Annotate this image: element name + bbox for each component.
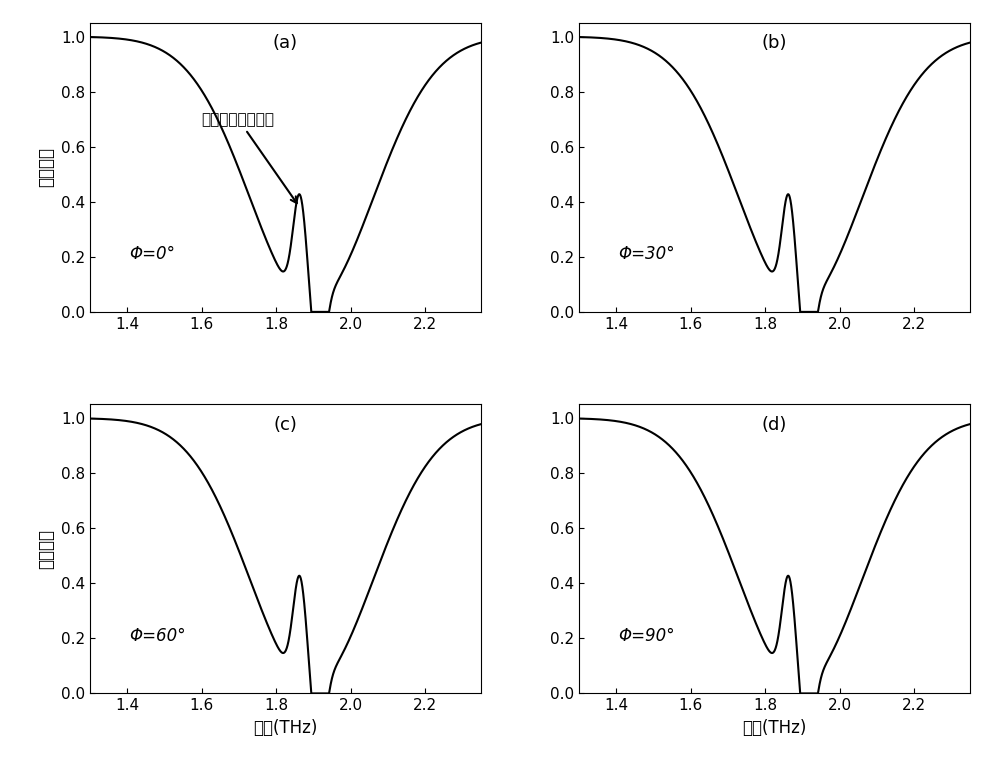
Text: 电磁诱导透明窗口: 电磁诱导透明窗口	[202, 112, 297, 203]
Y-axis label: 传输系数: 传输系数	[37, 147, 55, 187]
Y-axis label: 传输系数: 传输系数	[37, 529, 55, 569]
Text: (d): (d)	[762, 416, 787, 434]
X-axis label: 频率(THz): 频率(THz)	[742, 719, 807, 737]
Text: (c): (c)	[274, 416, 297, 434]
Text: (b): (b)	[762, 34, 787, 53]
Text: (a): (a)	[273, 34, 298, 53]
Text: Φ=90°: Φ=90°	[618, 626, 675, 645]
Text: Φ=30°: Φ=30°	[618, 245, 675, 263]
Text: Φ=60°: Φ=60°	[129, 626, 186, 645]
Text: Φ=0°: Φ=0°	[129, 245, 175, 263]
X-axis label: 频率(THz): 频率(THz)	[253, 719, 318, 737]
